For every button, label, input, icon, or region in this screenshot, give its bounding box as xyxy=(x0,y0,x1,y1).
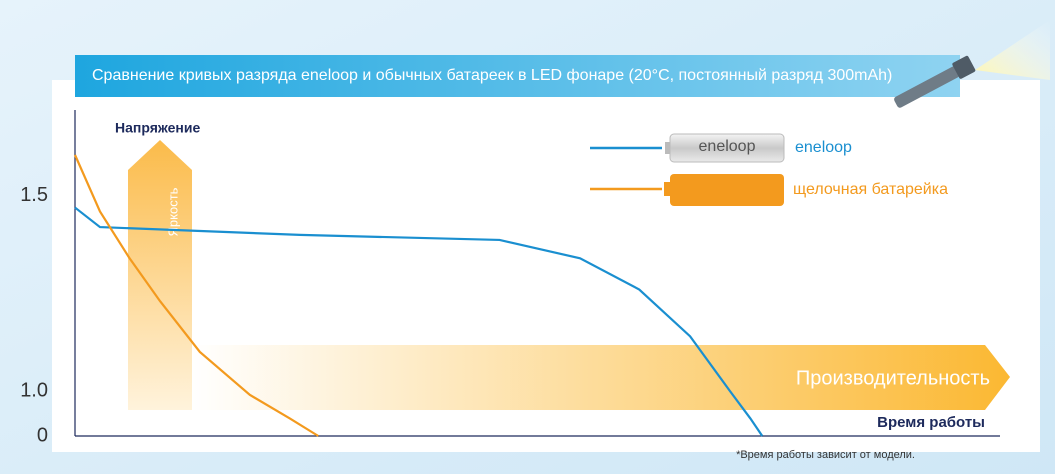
legend-label: щелочная батарейка xyxy=(793,181,948,198)
legend-battery xyxy=(670,174,784,206)
y-tick-label: 0 xyxy=(37,424,48,446)
legend-battery-tip xyxy=(664,182,670,196)
footnote: *Время работы зависит от модели. xyxy=(736,449,915,461)
chart-title: Сравнение кривых разряда eneloop и обычн… xyxy=(92,67,892,84)
brightness-arrow xyxy=(128,140,192,410)
x-axis-label: Время работы xyxy=(877,414,985,431)
y-axis-label: Напряжение xyxy=(115,120,200,136)
legend-label: eneloop xyxy=(795,139,852,156)
legend-battery-tip xyxy=(665,142,670,154)
legend-battery-label: eneloop xyxy=(699,138,756,155)
chart: Сравнение кривых разряда eneloop и обычн… xyxy=(0,0,1055,474)
y-tick-label: 1.5 xyxy=(20,184,48,206)
performance-label: Производительность xyxy=(796,367,990,389)
y-tick-label: 1.0 xyxy=(20,379,48,401)
